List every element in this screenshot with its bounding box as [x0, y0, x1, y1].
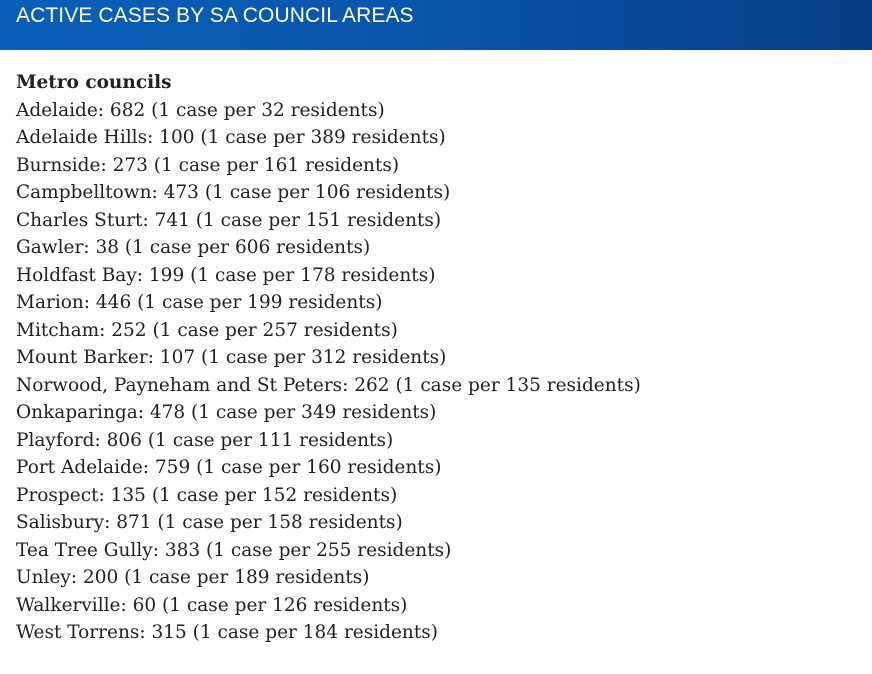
list-item: Walkerville: 60 (1 case per 126 resident… [16, 594, 408, 616]
list-item: Burnside: 273 (1 case per 161 residents) [16, 154, 400, 176]
list-item: Prospect: 135 (1 case per 152 residents) [16, 484, 398, 506]
section-heading: Metro councils [16, 72, 172, 93]
council-list: Metro councils Adelaide: 682 (1 case per… [16, 69, 872, 647]
list-item: Mitcham: 252 (1 case per 257 residents) [16, 319, 398, 341]
list-item: Adelaide: 682 (1 case per 32 residents) [16, 99, 385, 121]
section-header-banner: ACTIVE CASES BY SA COUNCIL AREAS [0, 0, 872, 50]
list-item: Salisbury: 871 (1 case per 158 residents… [16, 512, 403, 533]
list-item: Mount Barker: 107 (1 case per 312 reside… [16, 347, 447, 368]
list-item: Adelaide Hills: 100 (1 case per 389 resi… [16, 127, 446, 148]
list-item: Norwood, Payneham and St Peters: 262 (1 … [16, 374, 641, 396]
list-item: Tea Tree Gully: 383 (1 case per 255 resi… [16, 539, 452, 561]
page-title: ACTIVE CASES BY SA COUNCIL AREAS [16, 4, 414, 27]
list-item: Onkaparinga: 478 (1 case per 349 residen… [16, 402, 437, 423]
list-item: Unley: 200 (1 case per 189 residents) [16, 567, 370, 588]
list-item: Playford: 806 (1 case per 111 residents) [16, 429, 394, 451]
list-item: Marion: 446 (1 case per 199 residents) [16, 292, 383, 313]
list-item: Campbelltown: 473 (1 case per 106 reside… [16, 182, 451, 203]
list-item: Port Adelaide: 759 (1 case per 160 resid… [16, 457, 442, 478]
list-item: West Torrens: 315 (1 case per 184 reside… [16, 622, 438, 643]
list-item: Gawler: 38 (1 case per 606 residents) [16, 237, 371, 258]
list-item: Holdfast Bay: 199 (1 case per 178 reside… [16, 264, 436, 286]
list-item: Charles Sturt: 741 (1 case per 151 resid… [16, 209, 442, 231]
